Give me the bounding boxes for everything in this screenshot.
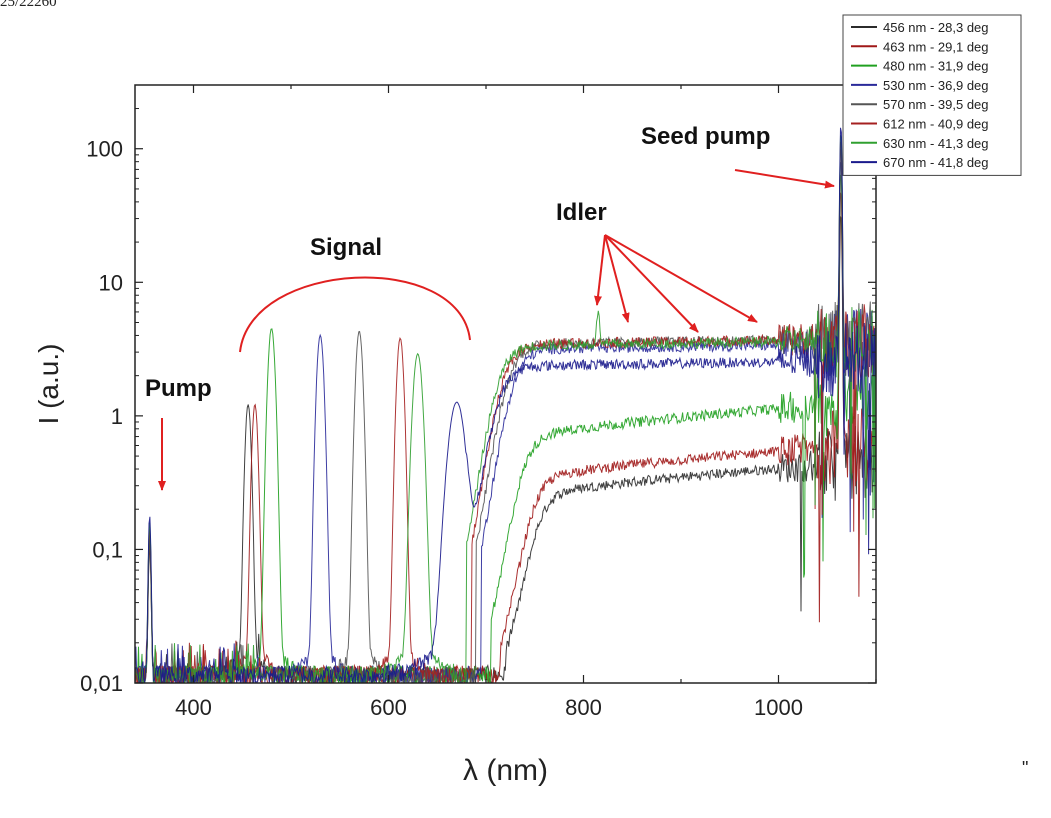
y-tick-label: 0,01 [80, 671, 123, 696]
legend: 456 nm - 28,3 deg 463 nm - 29,1 deg 480 nm… [842, 14, 1022, 176]
annotation-signal: Signal [310, 234, 382, 261]
x-tick-label: 400 [175, 695, 212, 720]
seed-pump-arrow [734, 169, 835, 189]
annotation-idler: Idler [556, 199, 607, 226]
legend-label: 456 nm - 28,3 deg [883, 20, 989, 35]
legend-label: 463 nm - 29,1 deg [883, 39, 989, 54]
signal-bracket-arc [239, 276, 471, 353]
y-axis-label: I (a.u.) [33, 344, 64, 425]
x-tick-label: 800 [565, 695, 602, 720]
corner-text: 25/22260 [0, 0, 57, 10]
idler-arrow-1 [594, 234, 606, 306]
legend-label: 630 nm - 41,3 deg [883, 136, 989, 151]
x-axis-label: λ (nm) [463, 754, 548, 787]
series-line-612 [135, 141, 876, 683]
annotation-pump: Pump [145, 375, 212, 402]
legend-box [842, 14, 1022, 176]
legend-label: 670 nm - 41,8 deg [883, 155, 989, 170]
series-line-456 [135, 216, 876, 683]
stray-quote-mark: " [1022, 758, 1029, 778]
idler-arrow-4 [604, 234, 758, 323]
idler-arrow-3 [604, 234, 699, 333]
legend-label: 530 nm - 36,9 deg [883, 78, 989, 93]
y-tick-label: 0,1 [92, 537, 123, 562]
idler-arrow-2 [604, 234, 630, 323]
y-tick-label: 100 [86, 137, 123, 162]
series-line-463 [135, 192, 876, 683]
legend-label: 570 nm - 39,5 deg [883, 97, 989, 112]
annotation-seed-pump: Seed pump [641, 123, 770, 150]
legend-label: 480 nm - 31,9 deg [883, 59, 989, 74]
x-tick-label: 600 [370, 695, 407, 720]
y-tick-label: 10 [99, 270, 123, 295]
series-line-670 [135, 127, 876, 683]
legend-label: 612 nm - 40,9 deg [883, 117, 989, 132]
series-line-630 [135, 135, 876, 683]
x-tick-label: 1000 [754, 695, 803, 720]
plot-frame [134, 84, 877, 684]
y-tick-label: 1 [111, 404, 123, 429]
plot-area [135, 127, 876, 683]
